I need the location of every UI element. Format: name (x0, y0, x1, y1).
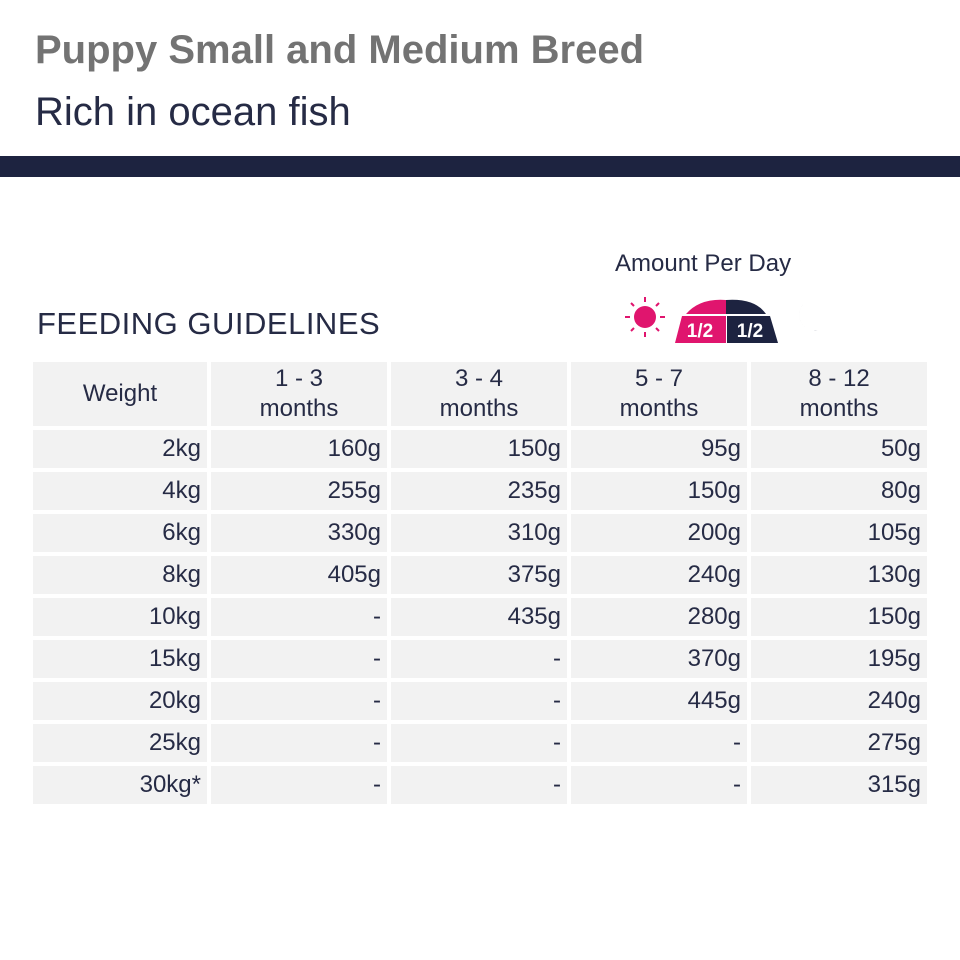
amount-cell: - (391, 640, 567, 678)
amount-cell: - (211, 724, 387, 762)
amount-cell: 235g (391, 472, 567, 510)
amount-cell: 275g (751, 724, 927, 762)
amount-cell: - (391, 724, 567, 762)
section-title: FEEDING GUIDELINES (37, 306, 381, 341)
column-header: Weight (33, 362, 207, 426)
amount-cell: 95g (571, 430, 747, 468)
amount-cell: 435g (391, 598, 567, 636)
amount-cell: 130g (751, 556, 927, 594)
feeding-table: Weight 1 - 3 months 3 - 4 months 5 - 7 months 8… (29, 358, 931, 808)
table-row: 2kg 160g 150g 95g 50g (33, 430, 927, 468)
amount-cell: 150g (571, 472, 747, 510)
amount-cell: - (571, 724, 747, 762)
amount-cell: 315g (751, 766, 927, 804)
amount-cell: 280g (571, 598, 747, 636)
amount-cell: - (211, 766, 387, 804)
table-row: 30kg* - - -315g (33, 766, 927, 804)
weight-cell: 15kg (33, 640, 207, 678)
amount-cell: 240g (571, 556, 747, 594)
product-subtitle: Rich in ocean fish (35, 90, 351, 134)
amount-cell: - (571, 766, 747, 804)
moon-icon (799, 300, 820, 331)
amount-cell: 80g (751, 472, 927, 510)
weight-cell: 6kg (33, 514, 207, 552)
weight-cell: 20kg (33, 682, 207, 720)
column-header: 8 - 12 months (751, 362, 927, 426)
amount-cell: 200g (571, 514, 747, 552)
column-header: 5 - 7 months (571, 362, 747, 426)
weight-cell: 8kg (33, 556, 207, 594)
bowl-left-label: 1/2 (687, 321, 713, 342)
table-row: 25kg - - -275g (33, 724, 927, 762)
amount-cell: 105g (751, 514, 927, 552)
amount-per-day-label: Amount Per Day (615, 250, 792, 277)
amount-cell: 160g (211, 430, 387, 468)
amount-cell: 370g (571, 640, 747, 678)
amount-cell: - (211, 640, 387, 678)
amount-cell: - (211, 682, 387, 720)
table-row: 8kg 405g 375g 240g 130g (33, 556, 927, 594)
bowl-icon: 1/2 1/2 (675, 299, 778, 343)
sun-icon (625, 297, 665, 337)
amount-cell: 50g (751, 430, 927, 468)
amount-cell: 330g (211, 514, 387, 552)
divider-bar (0, 156, 960, 177)
amount-cell: 240g (751, 682, 927, 720)
table-row: 6kg 330g 310g 200g 105g (33, 514, 927, 552)
weight-cell: 2kg (33, 430, 207, 468)
weight-cell: 25kg (33, 724, 207, 762)
table-row: 15kg - -370g 195g (33, 640, 927, 678)
feeding-icons: 1/2 1/2 (620, 292, 830, 353)
amount-cell: - (391, 766, 567, 804)
table-row: 10kg -435g 280g 150g (33, 598, 927, 636)
amount-cell: 150g (751, 598, 927, 636)
amount-cell: 255g (211, 472, 387, 510)
amount-cell: - (211, 598, 387, 636)
amount-cell: 445g (571, 682, 747, 720)
amount-cell: 195g (751, 640, 927, 678)
table-row: 20kg - -445g 240g (33, 682, 927, 720)
weight-cell: 30kg* (33, 766, 207, 804)
column-header: 1 - 3 months (211, 362, 387, 426)
amount-cell: - (391, 682, 567, 720)
table-row: 4kg 255g 235g 150g 80g (33, 472, 927, 510)
bowl-right-label: 1/2 (737, 321, 763, 342)
product-title: Puppy Small and Medium Breed (35, 28, 645, 72)
amount-cell: 310g (391, 514, 567, 552)
weight-cell: 4kg (33, 472, 207, 510)
amount-cell: 150g (391, 430, 567, 468)
column-header: 3 - 4 months (391, 362, 567, 426)
amount-cell: 405g (211, 556, 387, 594)
amount-cell: 375g (391, 556, 567, 594)
weight-cell: 10kg (33, 598, 207, 636)
